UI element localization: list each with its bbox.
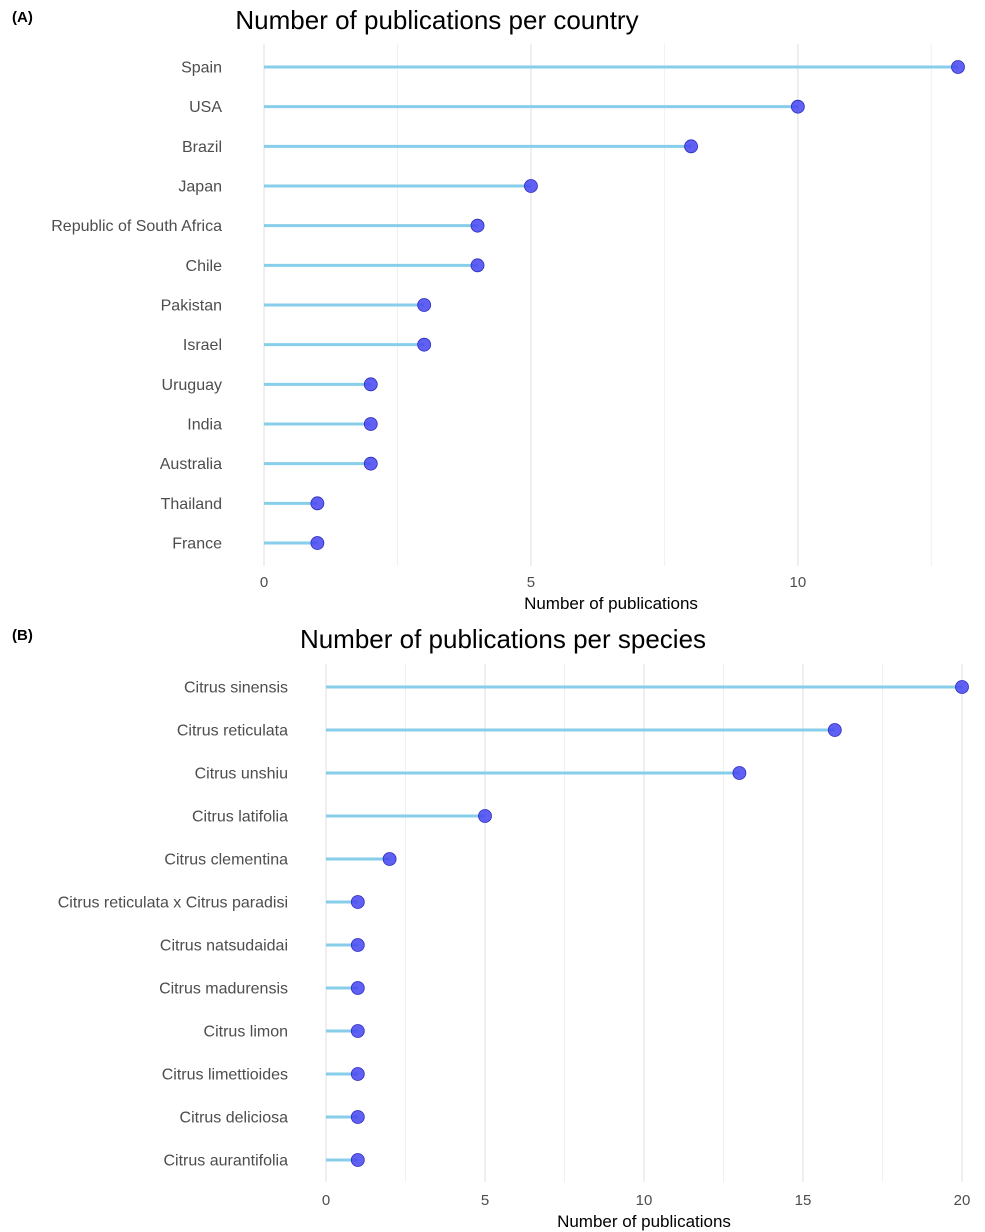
panel-b-point: [350, 1110, 365, 1124]
panel-a-point: [363, 377, 378, 392]
panel-a-category-label: Pakistan: [161, 298, 222, 315]
panel-b-point: [827, 723, 842, 737]
panel-b-x-tick-label: 0: [322, 1192, 330, 1209]
panel-a-point: [790, 99, 805, 114]
panel-a-stems: [264, 65, 958, 545]
panel-a-title: Number of publications per country: [235, 5, 638, 35]
panel-a-category-label: Australia: [160, 456, 222, 473]
panel-b-category-label: Citrus natsudaidai: [160, 938, 288, 955]
panel-b-point: [350, 981, 365, 995]
panel-b-category-label: Citrus reticulata: [177, 723, 288, 740]
panel-a-category-label: Thailand: [161, 496, 222, 513]
panel-b-x-tick-label: 10: [636, 1192, 653, 1209]
panel-a-point: [951, 60, 965, 74]
panel-a-x-tick-label: 5: [527, 574, 535, 591]
panel-a-point: [363, 417, 378, 431]
panel-b-category-labels: Citrus sinensis Citrus reticulata Citrus u…: [58, 680, 288, 1170]
panel-b-point: [732, 766, 747, 780]
panel-a-category-label: India: [187, 417, 222, 434]
panel-b-point: [350, 1153, 365, 1167]
panel-b-label: (B): [12, 627, 33, 644]
panel-b-category-label: Citrus limettioides: [162, 1067, 288, 1084]
panel-b-title: Number of publications per species: [300, 624, 706, 654]
panel-a-category-label: Republic of South Africa: [51, 218, 222, 235]
panel-b-category-label: Citrus aurantifolia: [164, 1153, 289, 1170]
panel-a-x-ticks: 0 5 10: [260, 574, 806, 591]
panel-b-point: [478, 809, 492, 823]
panel-a-point: [310, 536, 325, 550]
panel-a-category-label: Uruguay: [162, 377, 222, 394]
panel-b-points: [350, 680, 969, 1167]
panel-a-category-label: Brazil: [182, 139, 222, 156]
panel-b-x-tick-label: 15: [795, 1192, 812, 1209]
panel-a-point: [363, 456, 378, 471]
panel-b-category-label: Citrus clementina: [164, 852, 288, 869]
panel-a-x-axis-title: Number of publications: [524, 594, 698, 613]
panel-a-point: [470, 218, 485, 233]
panel-a-grid: [263, 44, 932, 566]
panel-a-category-label: Spain: [181, 60, 222, 77]
panel-b-point: [350, 1067, 365, 1081]
panel-a-points: [310, 60, 965, 550]
panel-a-category-label: USA: [189, 99, 222, 116]
panel-b-category-label: Citrus sinensis: [184, 680, 288, 697]
panel-b-x-tick-label: 5: [481, 1192, 489, 1209]
panel-b-x-axis-title: Number of publications: [557, 1212, 731, 1231]
panel-a-point: [470, 258, 485, 273]
panel-a-point: [310, 496, 325, 511]
panel-a-category-labels: Spain USA Brazil Japan Republic of South Afr…: [51, 60, 222, 553]
panel-b-x-tick-label: 20: [954, 1192, 971, 1209]
panel-b-grid: [325, 664, 963, 1182]
panel-a-point: [524, 179, 538, 193]
panel-a-point: [684, 139, 698, 154]
panel-b: (B) Number of publications per species 0…: [12, 624, 970, 1231]
panel-b-point: [350, 895, 365, 909]
panel-a-point: [417, 298, 432, 312]
panel-b-point: [350, 1024, 365, 1038]
panel-a-category-label: France: [172, 536, 222, 553]
panel-a-label: (A): [12, 9, 33, 26]
panel-b-category-label: Citrus limon: [204, 1024, 288, 1041]
panel-a: (A) Number of publications per country 0…: [12, 5, 965, 613]
panel-b-category-label: Citrus deliciosa: [180, 1110, 289, 1127]
panel-b-point: [350, 938, 365, 952]
panel-b-point: [382, 852, 397, 866]
panel-b-category-label: Citrus reticulata x Citrus paradisi: [58, 895, 288, 912]
panel-a-x-tick-label: 10: [790, 574, 807, 591]
panel-a-category-label: Israel: [183, 337, 222, 354]
panel-a-x-tick-label: 0: [260, 574, 268, 591]
panel-b-category-label: Citrus latifolia: [192, 809, 288, 826]
panel-b-category-label: Citrus unshiu: [195, 766, 288, 783]
panel-a-point: [417, 337, 432, 352]
panel-a-category-label: Chile: [186, 258, 223, 275]
panel-b-point: [955, 680, 969, 694]
panel-a-category-label: Japan: [178, 179, 222, 196]
panel-b-x-ticks: 0 5 10 15 20: [322, 1192, 971, 1209]
panel-b-category-label: Citrus madurensis: [159, 981, 288, 998]
